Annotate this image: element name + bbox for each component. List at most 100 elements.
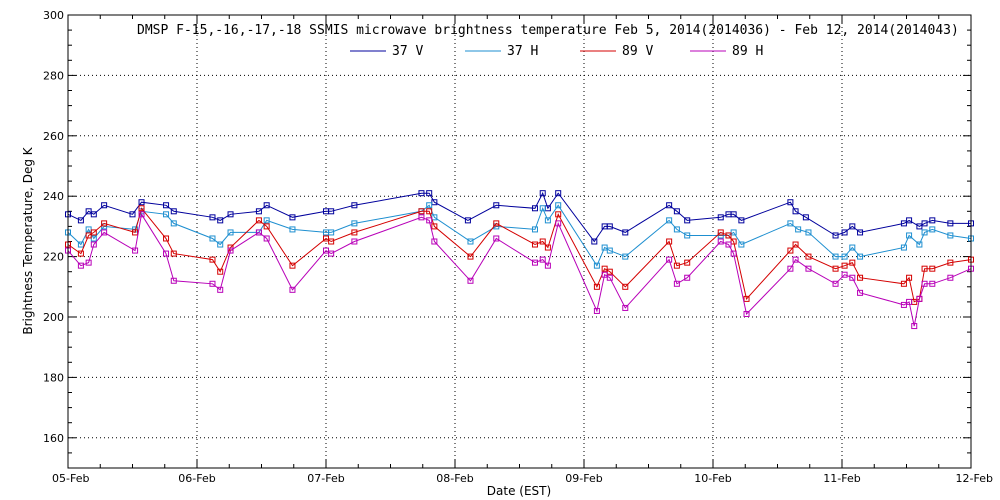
y-tick-labels: 160 180 200 220 240 260 280 300 bbox=[43, 9, 64, 445]
legend: 37 V 37 H 89 V 89 H bbox=[350, 44, 763, 59]
data-point-89-h bbox=[601, 271, 608, 278]
data-point-37-v bbox=[666, 202, 673, 209]
data-point-89-v bbox=[209, 256, 216, 263]
data-point-37-h bbox=[328, 229, 335, 236]
data-point-89-h bbox=[792, 256, 799, 263]
data-point-37-v bbox=[255, 208, 262, 215]
data-point-37-v bbox=[555, 190, 562, 197]
data-point-89-h bbox=[916, 295, 923, 302]
data-point-89-v bbox=[743, 295, 750, 302]
data-point-89-h bbox=[467, 277, 474, 284]
data-point-89-h bbox=[289, 286, 296, 293]
data-point-89-h bbox=[787, 265, 794, 272]
data-point-89-h bbox=[90, 241, 97, 248]
data-point-37-v bbox=[539, 190, 546, 197]
data-point-89-h bbox=[531, 259, 538, 266]
data-point-37-h bbox=[738, 241, 745, 248]
data-point-89-v bbox=[328, 238, 335, 245]
data-point-89-h bbox=[85, 259, 92, 266]
data-point-89-h bbox=[921, 280, 928, 287]
data-point-37-v bbox=[900, 220, 907, 227]
data-point-89-h bbox=[132, 247, 139, 254]
data-point-89-v bbox=[921, 265, 928, 272]
data-point-37-h bbox=[666, 217, 673, 224]
series-line-89-v bbox=[67, 207, 972, 303]
series-line-89-h bbox=[67, 212, 972, 327]
data-point-89-v bbox=[163, 235, 170, 242]
data-point-37-h bbox=[832, 253, 839, 260]
data-point-89-h bbox=[730, 250, 737, 257]
data-point-89-h bbox=[163, 250, 170, 257]
data-point-37-h bbox=[805, 229, 812, 236]
data-point-89-v bbox=[351, 229, 358, 236]
x-tick-label: 05-Feb bbox=[52, 472, 89, 485]
data-point-89-h bbox=[929, 280, 936, 287]
data-point-89-h bbox=[101, 229, 108, 236]
x-tick-label: 12-Feb bbox=[956, 472, 993, 485]
data-point-37-h bbox=[90, 235, 97, 242]
data-point-37-v bbox=[738, 217, 745, 224]
data-point-89-v bbox=[787, 247, 794, 254]
series-group bbox=[65, 190, 974, 330]
chart-title: DMSP F-15,-16,-17,-18 SSMIS microwave br… bbox=[137, 23, 959, 38]
data-point-89-v bbox=[289, 262, 296, 269]
data-point-89-v bbox=[947, 259, 954, 266]
data-point-89-v bbox=[138, 205, 145, 212]
data-point-37-h bbox=[916, 241, 923, 248]
data-point-37-h bbox=[289, 226, 296, 233]
data-point-37-v bbox=[832, 232, 839, 239]
data-point-37-h bbox=[77, 241, 84, 248]
data-point-89-v bbox=[467, 253, 474, 260]
data-point-89-h bbox=[606, 274, 613, 281]
x-tick-label: 10-Feb bbox=[694, 472, 731, 485]
data-point-89-h bbox=[418, 214, 425, 221]
data-point-37-v bbox=[351, 202, 358, 209]
series-37-v bbox=[65, 190, 974, 245]
x-tick-label: 09-Feb bbox=[565, 472, 602, 485]
x-tick-label: 06-Feb bbox=[178, 472, 215, 485]
data-point-37-h bbox=[593, 262, 600, 269]
data-point-37-v bbox=[906, 217, 913, 224]
data-point-37-v bbox=[328, 208, 335, 215]
data-point-89-v bbox=[217, 268, 224, 275]
plot-frame bbox=[67, 14, 972, 469]
data-point-37-h bbox=[673, 226, 680, 233]
data-point-89-v bbox=[263, 223, 270, 230]
data-point-37-h bbox=[849, 244, 856, 251]
data-point-37-v bbox=[431, 199, 438, 206]
data-point-89-h bbox=[328, 250, 335, 257]
data-point-37-h bbox=[921, 229, 928, 236]
data-point-89-v bbox=[90, 229, 97, 236]
data-point-89-v bbox=[906, 274, 913, 281]
data-point-37-v bbox=[90, 211, 97, 218]
data-point-89-v bbox=[255, 217, 262, 224]
data-point-37-v bbox=[717, 214, 724, 221]
data-point-89-h bbox=[209, 280, 216, 287]
data-point-89-h bbox=[725, 241, 732, 248]
data-point-37-v bbox=[289, 214, 296, 221]
data-point-37-h bbox=[787, 220, 794, 227]
data-point-37-h bbox=[85, 226, 92, 233]
data-point-89-v bbox=[832, 265, 839, 272]
data-point-37-h bbox=[795, 226, 802, 233]
y-tick-label: 180 bbox=[43, 371, 64, 384]
data-point-89-h bbox=[857, 289, 864, 296]
data-point-37-v bbox=[916, 223, 923, 230]
data-point-89-v bbox=[805, 253, 812, 260]
data-point-37-h bbox=[531, 226, 538, 233]
data-point-37-h bbox=[227, 229, 234, 236]
data-point-37-v bbox=[947, 220, 954, 227]
data-point-37-h bbox=[217, 241, 224, 248]
y-tick-label: 200 bbox=[43, 311, 64, 324]
data-point-89-h bbox=[555, 220, 562, 227]
legend-label-37-v: 37 V bbox=[392, 44, 423, 59]
data-point-89-v bbox=[418, 208, 425, 215]
data-point-37-v bbox=[730, 211, 737, 218]
data-point-37-v bbox=[591, 238, 598, 245]
data-point-89-v bbox=[857, 274, 864, 281]
data-point-89-h bbox=[622, 304, 629, 311]
data-point-37-h bbox=[947, 232, 954, 239]
data-point-89-h bbox=[544, 262, 551, 269]
data-point-37-v bbox=[163, 202, 170, 209]
data-point-89-h bbox=[684, 274, 691, 281]
